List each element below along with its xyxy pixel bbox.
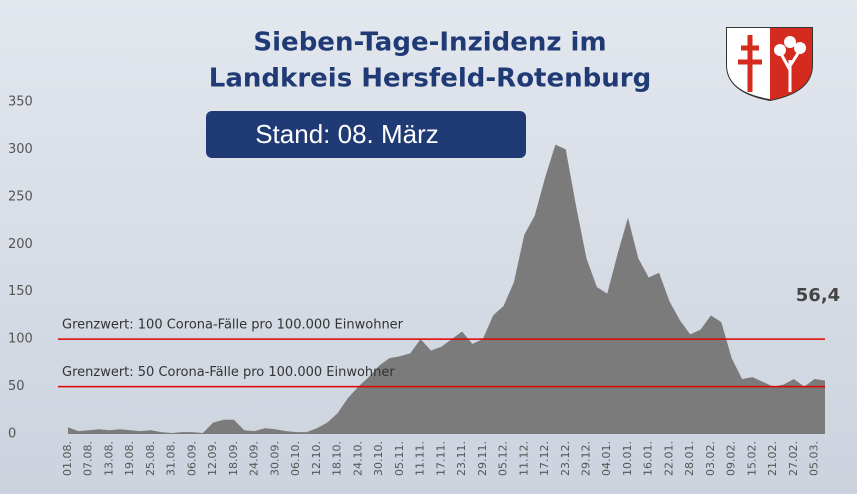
x-tick-label: 15.02.	[745, 441, 758, 476]
x-tick-label: 30.10.	[372, 441, 385, 476]
x-tick-label: 17.11.	[434, 441, 447, 476]
y-tick-label: 350	[8, 95, 33, 110]
x-tick-label: 18.09.	[227, 441, 240, 476]
y-tick-label: 0	[8, 427, 16, 442]
x-tick-label: 09.02.	[725, 441, 738, 476]
x-tick-label: 23.11.	[455, 441, 468, 476]
x-tick-label: 04.01.	[600, 441, 613, 476]
x-tick-label: 24.09.	[248, 441, 261, 476]
area	[68, 144, 825, 434]
x-tick-label: 06.10.	[289, 441, 302, 476]
x-tick-label: 05.11.	[393, 441, 406, 476]
x-tick-label: 23.12.	[559, 441, 572, 476]
x-tick-label: 11.12.	[517, 441, 530, 476]
x-tick-label: 05.03.	[808, 441, 821, 476]
y-tick-label: 150	[8, 284, 33, 299]
reference-label: Grenzwert: 50 Corona-Fälle pro 100.000 E…	[62, 365, 395, 380]
x-tick-label: 19.08.	[123, 441, 136, 476]
reference-label: Grenzwert: 100 Corona-Fälle pro 100.000 …	[62, 318, 404, 333]
x-tick-label: 29.11.	[476, 441, 489, 476]
y-tick-label: 200	[8, 237, 33, 252]
status-box	[206, 111, 526, 158]
x-tick-label: 30.09.	[268, 441, 281, 476]
x-tick-label: 31.08.	[165, 441, 178, 476]
x-tick-label: 22.01.	[662, 441, 675, 476]
x-tick-label: 12.10.	[310, 441, 323, 476]
x-tick-label: 03.02.	[704, 441, 717, 476]
value-label: 56,4	[796, 285, 840, 306]
y-tick-label: 300	[8, 142, 33, 157]
x-tick-label: 10.01.	[621, 441, 634, 476]
x-tick-label: 28.01.	[683, 441, 696, 476]
x-tick-label: 18.10.	[331, 441, 344, 476]
x-tick-label: 24.10.	[351, 441, 364, 476]
x-tick-label: 12.09.	[206, 441, 219, 476]
status-text: Stand: 08. März	[255, 119, 439, 149]
x-tick-label: 25.08.	[144, 441, 157, 476]
x-tick-label: 11.11.	[414, 441, 427, 476]
x-tick-label: 06.09.	[185, 441, 198, 476]
x-tick-label: 17.12.	[538, 441, 551, 476]
x-tick-label: 29.12.	[579, 441, 592, 476]
x-tick-label: 01.08.	[61, 441, 74, 476]
coat-of-arms	[726, 27, 813, 102]
x-tick-label: 27.02.	[787, 441, 800, 476]
x-tick-label: 21.02.	[766, 441, 779, 476]
chart-title: Landkreis Hersfeld-Rotenburg	[209, 64, 651, 94]
x-tick-label: 13.08.	[102, 441, 115, 476]
y-tick-label: 100	[8, 332, 33, 347]
x-tick-label: 16.01.	[642, 441, 655, 476]
x-tick-label: 07.08.	[82, 441, 95, 476]
y-tick-label: 250	[8, 189, 33, 204]
x-tick-label: 05.12.	[497, 441, 510, 476]
y-tick-label: 50	[8, 379, 25, 394]
chart-title: Sieben-Tage-Inzidenz im	[253, 28, 606, 58]
